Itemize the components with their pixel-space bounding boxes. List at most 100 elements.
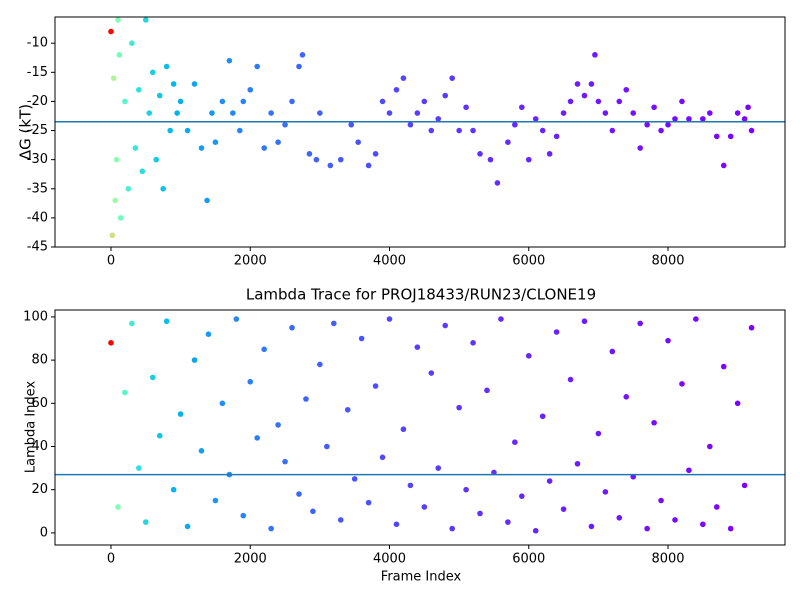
- data-point: [122, 98, 128, 105]
- data-point: [108, 28, 114, 35]
- data-point: [463, 486, 469, 493]
- data-point: [470, 127, 476, 134]
- data-point: [512, 439, 518, 445]
- data-point: [532, 527, 539, 534]
- data-point: [525, 156, 532, 163]
- data-point: [296, 491, 302, 497]
- y-tick-label: 60: [31, 396, 48, 411]
- y-tick-label: -45: [27, 240, 48, 255]
- data-point: [167, 127, 173, 134]
- data-point: [734, 110, 741, 116]
- data-point: [484, 387, 490, 394]
- data-point: [219, 98, 226, 105]
- data-point: [456, 404, 462, 411]
- data-point: [727, 133, 734, 140]
- data-point: [428, 127, 435, 134]
- data-point: [379, 454, 386, 461]
- data-point: [581, 318, 588, 325]
- data-point: [435, 116, 442, 122]
- data-point: [595, 430, 602, 437]
- data-point: [672, 517, 678, 523]
- data-point: [289, 324, 295, 331]
- y-tick-label: -40: [27, 210, 48, 225]
- data-point: [212, 139, 219, 145]
- data-point: [275, 139, 281, 145]
- data-point: [348, 121, 355, 128]
- data-point: [693, 316, 699, 322]
- data-point: [748, 324, 755, 331]
- data-point: [616, 514, 623, 521]
- data-point: [602, 110, 609, 116]
- x-tick-label: 2000: [234, 552, 267, 567]
- data-point: [177, 411, 184, 417]
- data-point: [205, 331, 212, 337]
- x-tick-label: 0: [107, 254, 115, 269]
- data-point: [113, 156, 120, 163]
- data-point: [108, 340, 114, 346]
- data-point: [588, 81, 595, 87]
- data-point: [449, 75, 455, 81]
- data-point: [539, 413, 546, 420]
- data-point: [477, 510, 483, 517]
- data-point: [567, 98, 574, 105]
- data-point: [713, 504, 720, 510]
- data-point: [275, 422, 281, 428]
- data-point: [700, 116, 706, 122]
- y-tick-label: 80: [31, 353, 48, 368]
- data-point: [136, 86, 142, 93]
- data-point: [456, 127, 462, 134]
- data-point: [355, 139, 361, 145]
- data-point: [212, 497, 219, 504]
- data-point: [644, 525, 650, 532]
- data-point: [170, 81, 177, 87]
- data-point: [539, 127, 546, 134]
- data-point: [518, 104, 525, 111]
- data-point: [505, 519, 511, 525]
- x-tick-label: 0: [107, 552, 115, 567]
- data-point: [487, 156, 494, 163]
- data-point: [337, 517, 344, 523]
- data-point: [125, 185, 132, 192]
- data-point: [209, 110, 215, 116]
- data-point: [494, 180, 501, 186]
- data-point: [163, 318, 170, 325]
- data-point: [595, 98, 602, 105]
- data-point: [116, 52, 123, 58]
- data-point: [706, 110, 713, 116]
- data-point: [553, 329, 560, 335]
- data-point: [679, 98, 685, 105]
- y-tick-label: 40: [31, 439, 48, 454]
- axes-frame: [54, 16, 786, 248]
- x-tick-label: 2000: [234, 254, 267, 269]
- data-point: [358, 335, 365, 342]
- data-point: [240, 98, 247, 105]
- data-point: [317, 110, 323, 116]
- data-point: [720, 162, 727, 169]
- data-point: [525, 352, 532, 359]
- chart-title: Lambda Trace for PROJ18433/RUN23/CLONE19: [246, 286, 596, 304]
- data-point: [560, 110, 567, 116]
- data-point: [727, 525, 734, 532]
- data-point: [637, 320, 643, 327]
- data-point: [658, 127, 664, 134]
- data-point: [379, 98, 386, 105]
- data-point: [421, 504, 428, 510]
- data-point: [204, 197, 210, 204]
- y-tick-label: -30: [27, 152, 48, 167]
- data-point: [449, 525, 455, 532]
- data-point: [393, 86, 400, 93]
- data-point: [463, 104, 469, 111]
- data-point: [560, 506, 567, 512]
- data-point: [142, 519, 149, 525]
- data-point: [177, 98, 184, 105]
- data-point: [592, 52, 598, 58]
- data-point: [247, 378, 254, 385]
- data-point: [623, 394, 630, 400]
- data-point: [518, 493, 525, 499]
- data-point: [306, 151, 313, 157]
- data-point: [310, 508, 316, 515]
- y-tick-label: 100: [23, 309, 48, 324]
- data-point: [365, 162, 372, 169]
- data-point: [665, 337, 671, 344]
- data-point: [679, 381, 685, 387]
